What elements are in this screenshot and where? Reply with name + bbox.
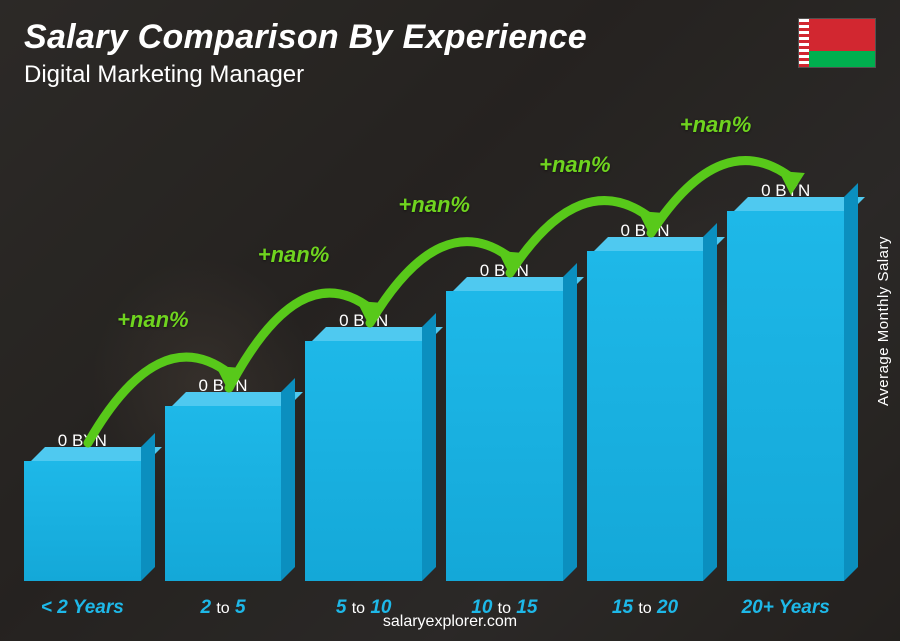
bar-side-face [703,223,717,581]
bar-3d [727,211,844,581]
bar-side-face [422,313,436,581]
bar-group: 0 BYN5 to 10 [305,311,422,581]
increase-percent-label: +nan% [258,242,330,268]
bar-3d [165,406,282,581]
bar-front-face [24,461,141,581]
bar-side-face [844,183,858,581]
title-block: Salary Comparison By Experience Digital … [24,18,587,89]
bar-side-face [281,378,295,581]
footer-source: salaryexplorer.com [0,613,900,631]
infographic-container: Salary Comparison By Experience Digital … [0,0,900,641]
bar-side-face [141,433,155,581]
bar-3d [446,291,563,581]
increase-percent-label: +nan% [680,112,752,138]
flag-bottom-stripe [799,51,875,67]
page-subtitle: Digital Marketing Manager [24,61,587,89]
bar-group: 0 BYN20+ Years [727,181,844,581]
bar-group: 0 BYN2 to 5 [165,376,282,581]
increase-percent-label: +nan% [539,152,611,178]
bar-side-face [563,263,577,581]
page-title: Salary Comparison By Experience [24,18,587,57]
flag-top-stripe [799,19,875,51]
bar-front-face [165,406,282,581]
bar-group: 0 BYN10 to 15 [446,261,563,581]
bar-group: 0 BYN< 2 Years [24,431,141,581]
flag-ornament-stripe [799,19,809,67]
bar-front-face [727,211,844,581]
bar-chart: 0 BYN< 2 Years0 BYN2 to 50 BYN5 to 100 B… [24,101,844,581]
bar-front-face [446,291,563,581]
bar-front-face [305,341,422,581]
increase-percent-label: +nan% [398,192,470,218]
bar-3d [587,251,704,581]
country-flag-icon [798,18,876,68]
increase-percent-label: +nan% [117,307,189,333]
bar-group: 0 BYN15 to 20 [587,221,704,581]
y-axis-label: Average Monthly Salary [875,236,892,406]
bar-front-face [587,251,704,581]
header-row: Salary Comparison By Experience Digital … [24,18,876,89]
bar-3d [24,461,141,581]
bar-3d [305,341,422,581]
